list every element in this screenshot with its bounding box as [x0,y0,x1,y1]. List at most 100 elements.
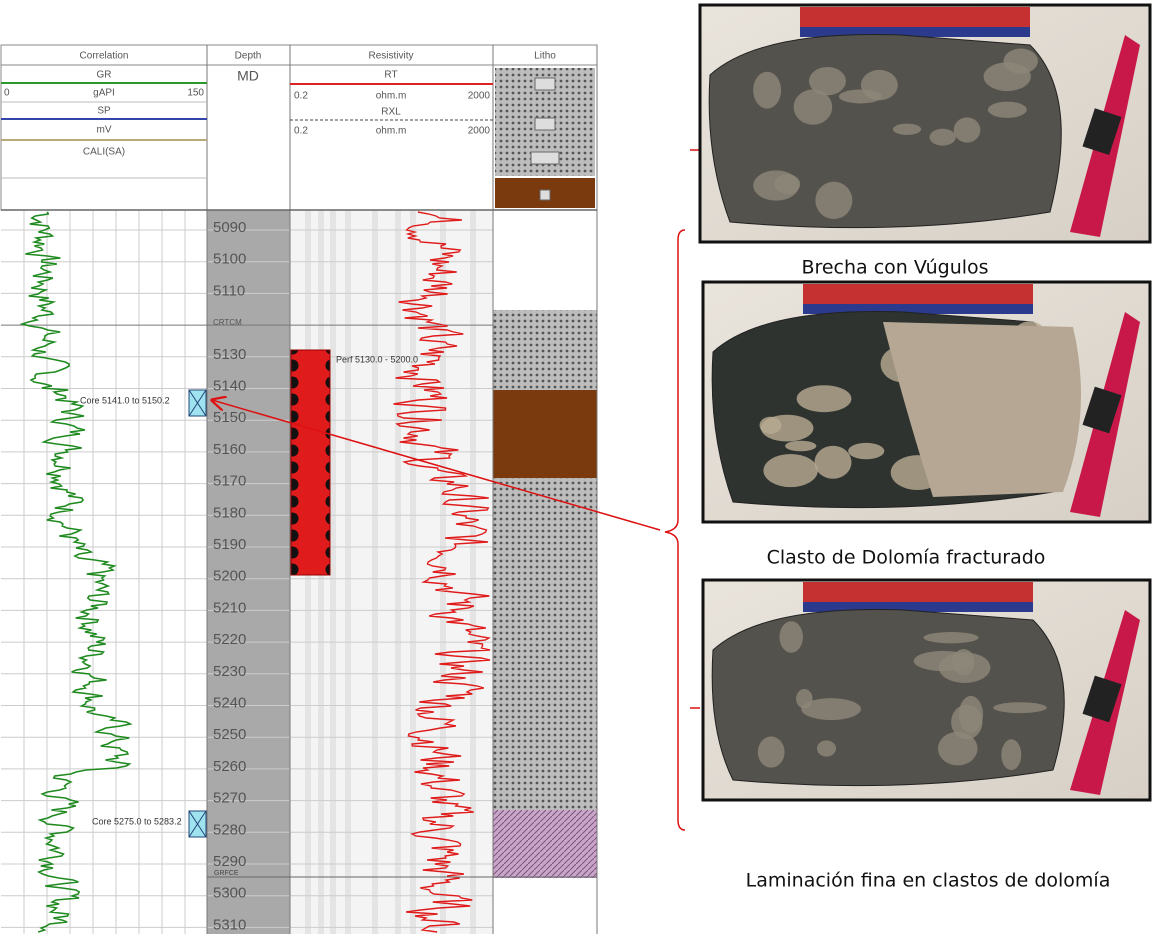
track-title: Litho [534,51,556,62]
clast [814,445,852,479]
pointer-arrow [212,400,661,531]
curve-unit: mV [97,125,112,136]
clast [923,632,979,644]
scale-min: 0 [4,88,10,99]
grid-band [410,210,416,934]
well-log: Correlation Depth Resistivity Litho GR 0… [0,44,598,934]
clast [987,101,1027,118]
clast [763,454,818,488]
depth-reference: MD [237,68,259,84]
core-photos [698,3,1152,802]
litho-layer [493,390,597,478]
scale-min: 0.2 [294,91,308,102]
depth-label: 5300 [213,885,246,902]
clast [1001,739,1022,771]
track-title: Depth [235,51,262,62]
depth-label: 5100 [213,251,246,268]
clast [848,442,885,460]
curve-name: RT [384,70,397,81]
clast [785,440,817,452]
depth-label: 5250 [213,726,246,743]
photo-caption: Laminación fina en clastos de dolomía [746,870,1111,892]
depth-labels: 5090 5100 5110 CRTCM 5130 5140 5150 5160 5170 518… [213,219,246,933]
curve-name: RXL [381,107,401,118]
clast [937,731,978,766]
pen-band [1082,386,1122,434]
perforation-interval [290,349,331,576]
curve-name: CALI(SA) [83,147,125,158]
box-label [800,27,1030,37]
depth-label: 5130 [213,346,246,363]
scale-min: 0.2 [294,126,308,137]
depth-track-bg [207,210,290,934]
bracket [664,229,686,831]
track-title: Correlation [80,51,129,62]
depth-label: 5190 [213,536,246,553]
depth-label: 5270 [213,790,246,807]
core-label: Core 5275.0 to 5283.2 [92,816,182,826]
curves [19,211,491,933]
depth-label: 5090 [213,219,246,236]
clast [815,181,853,220]
depth-label: 5200 [213,568,246,585]
clast [953,117,981,143]
clast [808,66,846,96]
curve-name: SP [97,106,111,117]
scale-max: 2000 [468,91,491,102]
clast [801,698,861,721]
clast [952,649,975,676]
resistivity-curve [393,211,491,933]
depth-label: 5230 [213,663,246,680]
photo-caption: Brecha con Vúgulos [801,257,988,279]
clast [757,736,785,768]
depth-label: 5160 [213,441,246,458]
clast [860,69,898,101]
litho-layer [493,478,597,810]
grid-band [395,210,401,934]
depth-label: 5220 [213,631,246,648]
curve-name: GR [97,70,112,81]
clast [753,71,782,109]
litho-layer [493,310,597,390]
clast [883,322,1081,497]
pen-band [1082,108,1122,155]
clast [816,740,837,757]
clast [774,174,801,194]
gr-curve [19,211,133,933]
clast [993,702,1047,714]
curve-unit: gAPI [93,88,115,99]
depth-label: 5260 [213,758,246,775]
clast [892,123,922,135]
grid-band [440,210,446,934]
clast [929,128,956,146]
depth-label: 5180 [213,504,246,521]
grid-band [330,210,336,934]
depth-label: 5280 [213,821,246,838]
clast [796,385,852,413]
curve-unit: ohm.m [376,91,407,102]
clast [951,704,983,740]
clast [793,89,833,125]
depth-label: 5170 [213,473,246,490]
scale-max: 150 [187,88,204,99]
clast [759,416,782,434]
photo-caption: Clasto de Dolomía fracturado [767,547,1046,569]
clast [1003,48,1038,74]
depth-label: 5150 [213,409,246,426]
depth-label: CRTCM [213,318,242,327]
box-label [803,602,1033,612]
pen-band [1082,675,1122,723]
grid-band [470,210,476,934]
depth-label: 5290 [213,853,246,870]
depth-label: 5240 [213,694,246,711]
core-label: Core 5141.0 to 5150.2 [80,395,170,405]
scale-max: 2000 [468,126,491,137]
perf-label: Perf 5130.0 - 5200.0 [336,354,418,364]
clast [779,621,803,653]
grid [1,210,493,934]
curve-unit: ohm.m [376,126,407,137]
track-title: Resistivity [368,51,413,62]
box-label [803,304,1033,314]
grid-band [372,210,378,934]
